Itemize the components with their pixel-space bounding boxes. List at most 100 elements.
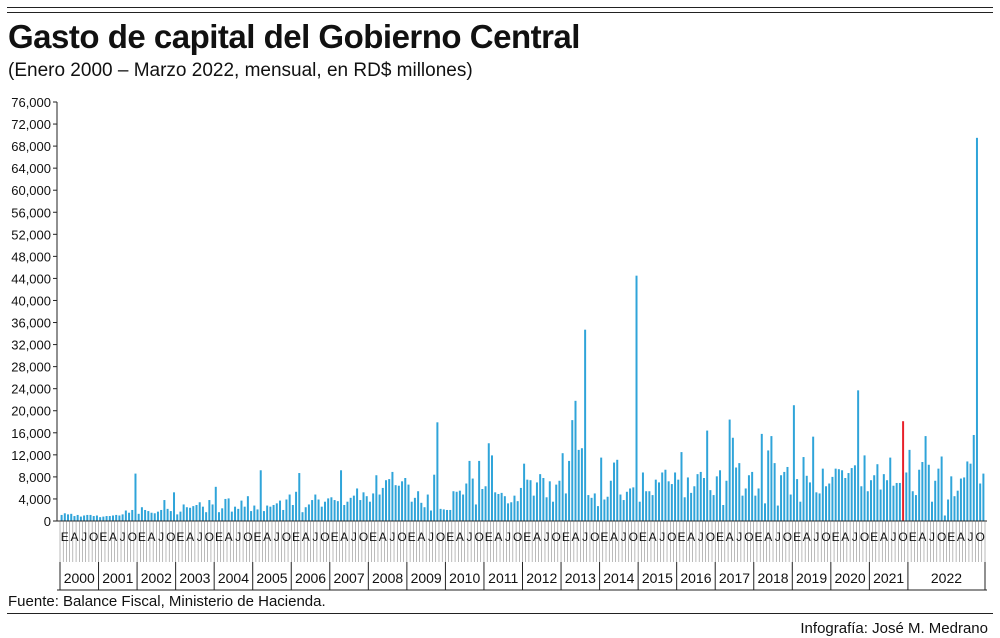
x-month-label: J xyxy=(852,530,858,544)
bar xyxy=(574,400,577,521)
bar xyxy=(545,497,548,521)
bar xyxy=(243,506,246,521)
x-month-label: E xyxy=(755,530,763,544)
bar xyxy=(378,494,381,521)
bar xyxy=(571,420,574,521)
x-month-label: A xyxy=(302,530,310,544)
bar xyxy=(706,430,709,521)
x-year-label: 2007 xyxy=(333,570,364,586)
x-month-label: E xyxy=(292,530,300,544)
bar xyxy=(837,469,840,521)
bar xyxy=(889,457,892,521)
x-month-label: O xyxy=(821,530,830,544)
bar xyxy=(751,471,754,521)
y-tick-label: 72,000 xyxy=(11,117,51,132)
bar xyxy=(629,488,632,521)
bar xyxy=(124,510,127,521)
bar xyxy=(503,496,506,521)
bar xyxy=(725,480,728,521)
bar xyxy=(510,502,513,521)
x-month-label: J xyxy=(467,530,473,544)
bar xyxy=(250,511,253,521)
bar xyxy=(375,475,378,521)
x-month-label: O xyxy=(629,530,638,544)
x-month-label: A xyxy=(417,530,425,544)
x-month-label: A xyxy=(456,530,464,544)
y-tick-label: 0 xyxy=(44,514,51,529)
bar xyxy=(282,509,285,521)
bar xyxy=(773,463,776,521)
bar xyxy=(240,500,243,521)
bar xyxy=(507,503,510,521)
x-month-label: A xyxy=(109,530,117,544)
bar xyxy=(160,509,163,521)
x-month-label: E xyxy=(485,530,493,544)
bar xyxy=(638,501,641,521)
bar xyxy=(959,478,962,521)
bar xyxy=(857,390,860,521)
bar xyxy=(895,482,898,521)
y-tick-label: 64,000 xyxy=(11,161,51,176)
bar xyxy=(86,514,89,521)
x-month-label: E xyxy=(793,530,801,544)
x-year-label: 2020 xyxy=(835,570,866,586)
bar xyxy=(433,474,436,521)
bar xyxy=(394,485,397,521)
bar xyxy=(577,449,580,521)
bar xyxy=(76,514,79,521)
bar xyxy=(686,477,689,521)
bar xyxy=(815,492,818,521)
x-year-label: 2019 xyxy=(796,570,827,586)
bar xyxy=(195,505,198,521)
x-month-label: E xyxy=(369,530,377,544)
bar xyxy=(532,495,535,521)
x-month-label: E xyxy=(523,530,531,544)
x-month-label: O xyxy=(513,530,522,544)
bar xyxy=(709,490,712,521)
x-month-label: J xyxy=(428,530,434,544)
x-month-label: E xyxy=(215,530,223,544)
bar xyxy=(731,437,734,521)
bar xyxy=(259,470,262,521)
bar xyxy=(340,470,343,521)
bar xyxy=(407,484,410,521)
bar xyxy=(227,498,230,521)
bar xyxy=(436,422,439,521)
bar xyxy=(606,496,609,521)
bar xyxy=(112,515,114,521)
x-month-label: A xyxy=(957,530,965,544)
bar xyxy=(982,473,985,521)
bar xyxy=(352,495,355,521)
bar xyxy=(221,508,224,521)
bar xyxy=(63,513,66,521)
x-month-label: J xyxy=(274,530,280,544)
bar xyxy=(359,500,362,521)
x-month-label: E xyxy=(870,530,878,544)
bar xyxy=(914,495,917,521)
bar xyxy=(60,514,63,521)
bar xyxy=(385,480,387,521)
bar xyxy=(217,512,220,521)
bar xyxy=(458,490,461,521)
bar xyxy=(73,516,76,521)
bar xyxy=(92,516,95,521)
bar xyxy=(757,488,760,521)
bar xyxy=(937,468,940,522)
bar xyxy=(333,500,336,521)
bar xyxy=(908,449,911,521)
bar xyxy=(253,505,256,521)
x-month-label: E xyxy=(99,530,107,544)
bar xyxy=(747,475,750,521)
bar xyxy=(767,450,770,521)
x-month-label: E xyxy=(408,530,416,544)
bar xyxy=(397,485,400,521)
x-year-label: 2018 xyxy=(757,570,788,586)
bar xyxy=(882,474,885,521)
bar xyxy=(667,481,670,521)
bar xyxy=(256,509,259,521)
x-month-label: O xyxy=(436,530,445,544)
bar xyxy=(934,480,937,521)
bar xyxy=(712,495,715,521)
y-tick-label: 60,000 xyxy=(11,183,51,198)
bar xyxy=(452,491,455,521)
